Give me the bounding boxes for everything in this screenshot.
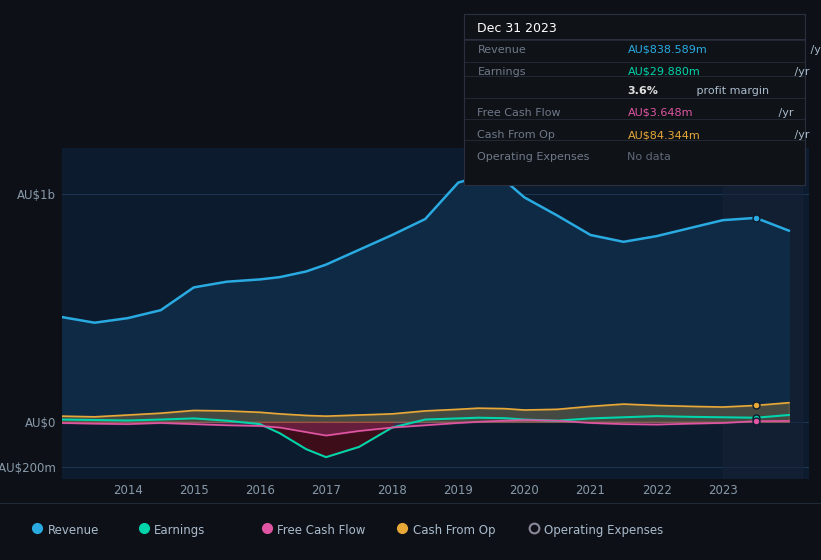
Text: Dec 31 2023: Dec 31 2023 xyxy=(478,22,557,35)
Text: Revenue: Revenue xyxy=(48,524,99,537)
Text: Operating Expenses: Operating Expenses xyxy=(544,524,663,537)
Text: Earnings: Earnings xyxy=(478,67,526,77)
Text: Earnings: Earnings xyxy=(154,524,206,537)
Text: /yr: /yr xyxy=(774,108,793,118)
Text: Cash From Op: Cash From Op xyxy=(478,130,555,140)
Text: No data: No data xyxy=(627,152,672,162)
Text: 3.6%: 3.6% xyxy=(627,86,658,96)
Text: /yr: /yr xyxy=(791,67,810,77)
Text: /yr: /yr xyxy=(807,45,821,55)
Text: AU$84.344m: AU$84.344m xyxy=(627,130,700,140)
Text: Free Cash Flow: Free Cash Flow xyxy=(277,524,366,537)
Bar xyxy=(722,148,802,479)
Text: Operating Expenses: Operating Expenses xyxy=(478,152,589,162)
Text: Revenue: Revenue xyxy=(478,45,526,55)
Text: profit margin: profit margin xyxy=(693,86,769,96)
Text: AU$29.880m: AU$29.880m xyxy=(627,67,700,77)
Text: AU$838.589m: AU$838.589m xyxy=(627,45,707,55)
Text: AU$3.648m: AU$3.648m xyxy=(627,108,693,118)
Text: /yr: /yr xyxy=(791,130,810,140)
Text: Free Cash Flow: Free Cash Flow xyxy=(478,108,561,118)
Text: Cash From Op: Cash From Op xyxy=(413,524,495,537)
